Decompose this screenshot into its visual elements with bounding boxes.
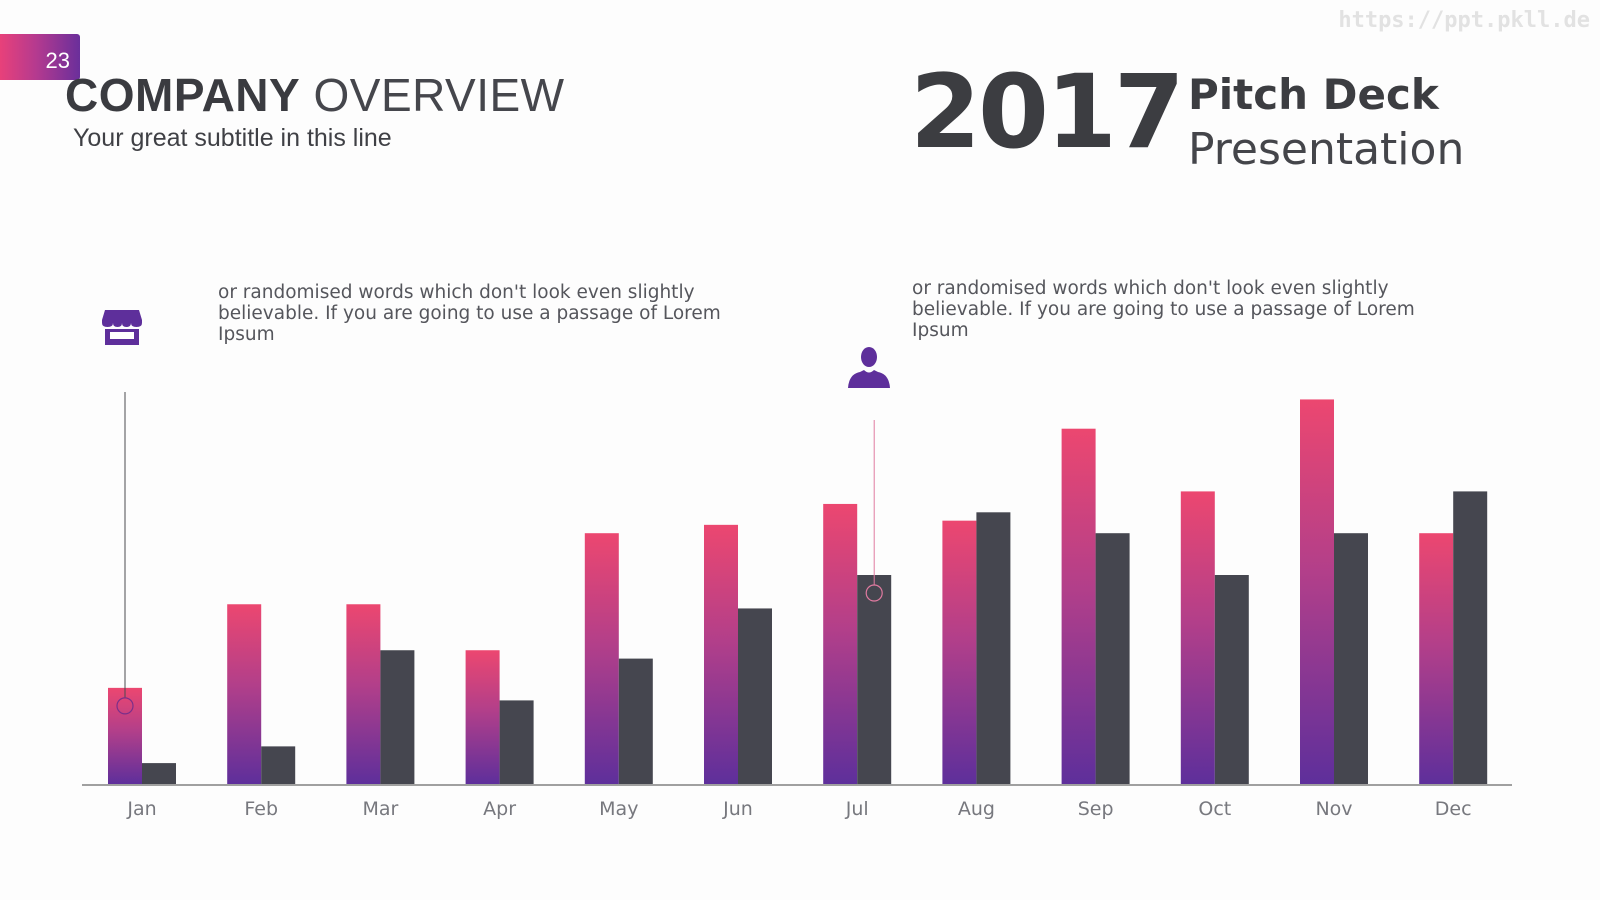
x-tick-label: Oct: [1198, 798, 1231, 820]
bar-sep-series-1: [1061, 428, 1096, 784]
bar-jan-series-1: [108, 687, 142, 784]
x-tick-label: May: [599, 798, 638, 820]
bar-oct-series-1: [1180, 491, 1215, 784]
bar-dec-series-2: [1453, 491, 1488, 784]
bar-oct-series-2: [1214, 575, 1249, 784]
x-tick-label: Dec: [1435, 798, 1472, 820]
store-icon: [101, 308, 143, 346]
bar-sep-series-2: [1095, 533, 1130, 784]
bar-mar-series-1: [346, 604, 381, 784]
x-tick-label: Aug: [958, 798, 995, 820]
callout-text-jan: or randomised words which don't look eve…: [218, 282, 721, 345]
bar-dec-series-1: [1419, 533, 1454, 784]
year-heading: 2017: [910, 53, 1185, 172]
x-tick-label: Mar: [362, 798, 398, 820]
page-number-badge: 23: [0, 34, 80, 80]
title-light: OVERVIEW: [313, 69, 565, 121]
bar-mar-series-2: [380, 650, 415, 784]
bar-feb-series-2: [261, 746, 296, 784]
x-tick-label: Sep: [1078, 798, 1114, 820]
bar-nov-series-2: [1334, 533, 1368, 784]
bar-jun-series-2: [738, 608, 772, 784]
x-tick-label: Feb: [244, 798, 278, 820]
x-tick-label: Jul: [845, 798, 869, 820]
page-subtitle: Your great subtitle in this line: [73, 124, 392, 152]
bar-nov-series-1: [1300, 399, 1334, 784]
page-number: 23: [45, 48, 70, 73]
bar-apr-series-1: [465, 650, 500, 784]
callout-marker: [116, 697, 134, 715]
deck-subtitle: Presentation: [1188, 124, 1465, 175]
deck-title: Pitch Deck: [1188, 70, 1439, 119]
bar-jan-series-2: [142, 763, 176, 784]
x-tick-label: Apr: [483, 798, 516, 820]
bar-jul-series-1: [823, 503, 858, 784]
page-title: COMPANY OVERVIEW: [65, 68, 565, 122]
bar-may-series-2: [618, 658, 653, 784]
bar-jun-series-1: [704, 524, 738, 784]
title-bold: COMPANY: [65, 69, 301, 121]
x-tick-label: Jan: [126, 798, 156, 820]
x-tick-label: Nov: [1315, 798, 1352, 820]
x-tick-label: Jun: [722, 798, 753, 820]
bar-aug-series-2: [976, 512, 1011, 784]
watermark-url: https://ppt.pkll.de: [1338, 8, 1590, 33]
callout-marker: [865, 584, 883, 602]
user-icon: [846, 345, 892, 389]
bar-aug-series-1: [942, 520, 977, 784]
callout-text-jul: or randomised words which don't look eve…: [912, 278, 1415, 341]
bar-apr-series-2: [499, 700, 534, 784]
bar-jul-series-2: [857, 575, 892, 784]
bar-feb-series-1: [227, 604, 262, 784]
bar-may-series-1: [584, 533, 619, 784]
